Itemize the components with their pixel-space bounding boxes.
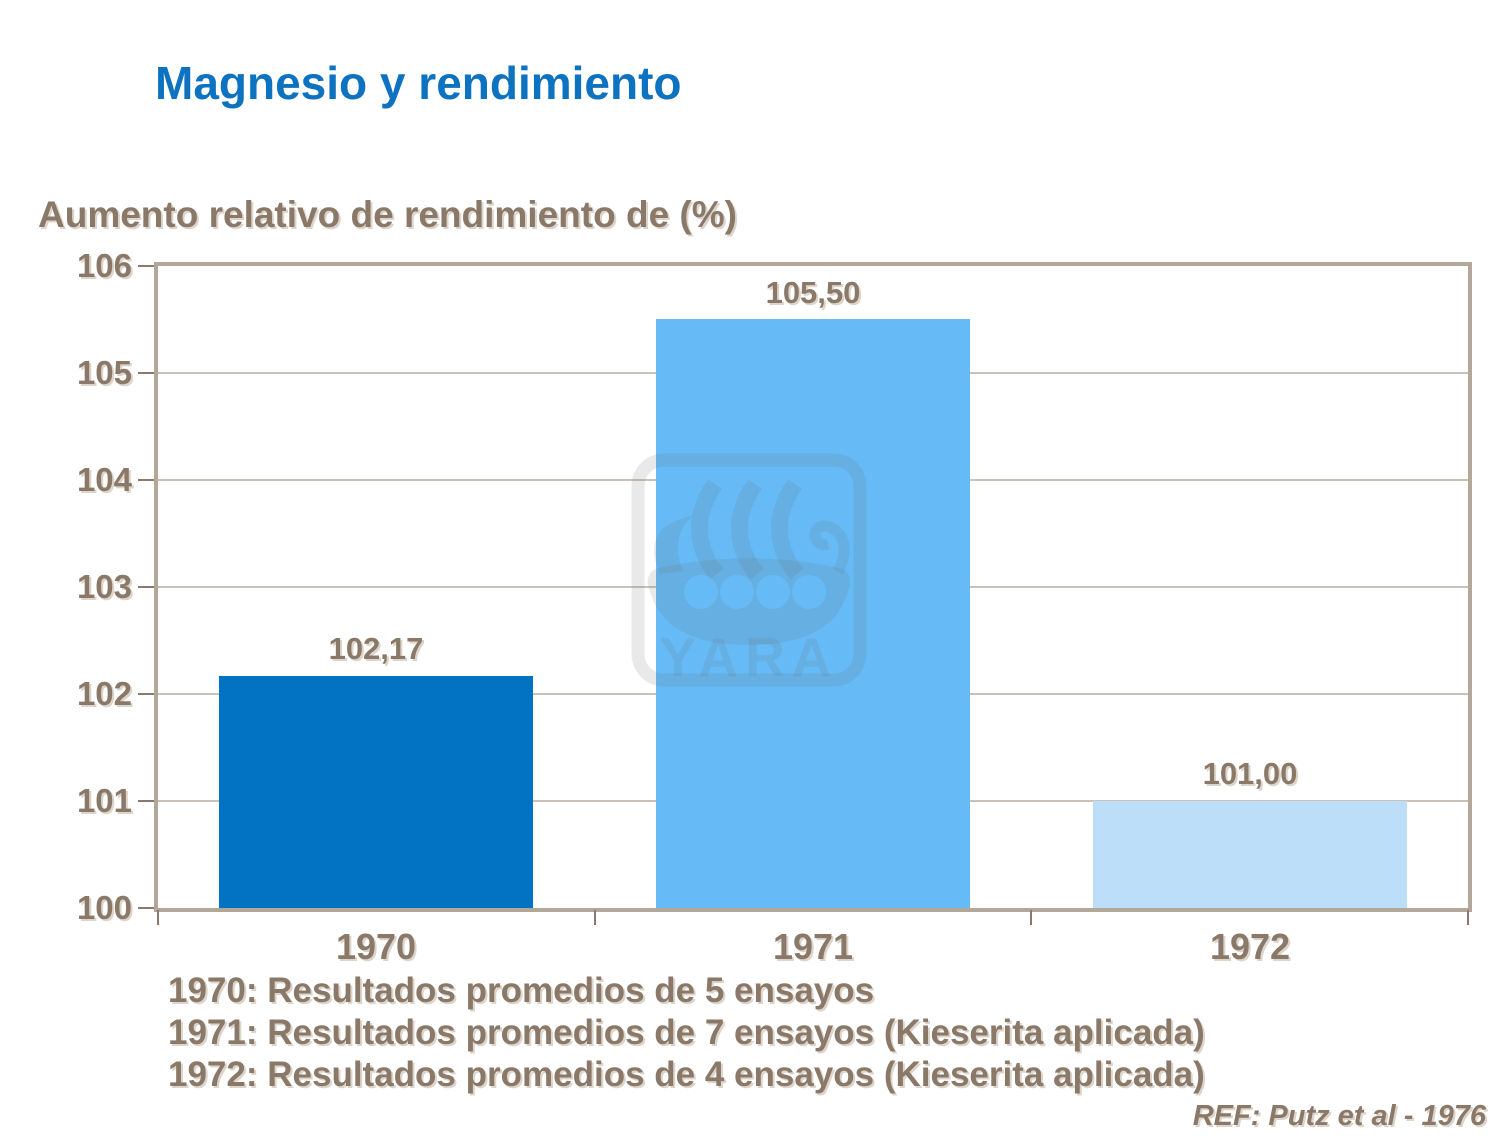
y-axis-tick-101 [138,800,154,802]
footnote-1972: 1972: Resultados promedios de 4 ensayos … [168,1055,1205,1094]
y-axis-tick-label-104: 104 [76,461,132,498]
x-axis-tick-2 [1030,910,1032,925]
y-axis-tick-104 [138,479,154,481]
watermark-text: YARA [660,626,839,688]
x-axis-category-label-1970: 1970 [335,926,417,967]
bar-value-label-1970: 102,17 [328,631,424,666]
y-axis-tick-105 [138,372,154,374]
y-axis-tick-label-103: 103 [76,568,132,605]
bar-1970 [219,676,533,908]
y-axis-tick-label-102: 102 [76,675,132,712]
y-axis-tick-102 [138,693,154,695]
watermark-frame [631,453,867,687]
footnotes: 1970: Resultados promedios de 5 ensayos … [168,970,1205,1096]
chart-plot-area [154,262,1472,912]
reference-note: REF: Putz et al - 1976 [1192,1100,1486,1132]
bar-value-label-1971: 105,50 [765,275,861,310]
bar-value-label-1972: 101,00 [1202,756,1298,791]
x-axis-tick-3 [1467,910,1469,925]
x-axis-tick-0 [157,910,159,925]
chart-plot-inner [158,266,1468,908]
y-axis-tick-100 [138,907,154,909]
page-title: Magnesio y rendimiento [155,57,682,109]
footnote-1971: 1971: Resultados promedios de 7 ensayos … [168,1013,1205,1052]
x-axis-category-label-1972: 1972 [1209,926,1291,967]
x-axis-tick-1 [594,910,596,925]
bar-1971 [656,319,970,908]
footnote-1970: 1970: Resultados promedios de 5 ensayos [168,971,875,1010]
y-axis-tick-label-106: 106 [76,247,132,284]
yara-watermark: YARA [631,453,867,688]
y-axis-tick-103 [138,586,154,588]
y-axis-tick-106 [138,265,154,267]
bar-1972 [1093,801,1407,908]
y-axis-tick-label-105: 105 [76,354,132,391]
y-axis-tick-label-101: 101 [76,782,132,819]
y-axis-tick-label-100: 100 [76,889,132,926]
y-axis-title: Aumento relativo de rendimiento de (%) [38,194,737,235]
viking-ship-icon [647,479,851,645]
x-axis-category-label-1971: 1971 [772,926,854,967]
